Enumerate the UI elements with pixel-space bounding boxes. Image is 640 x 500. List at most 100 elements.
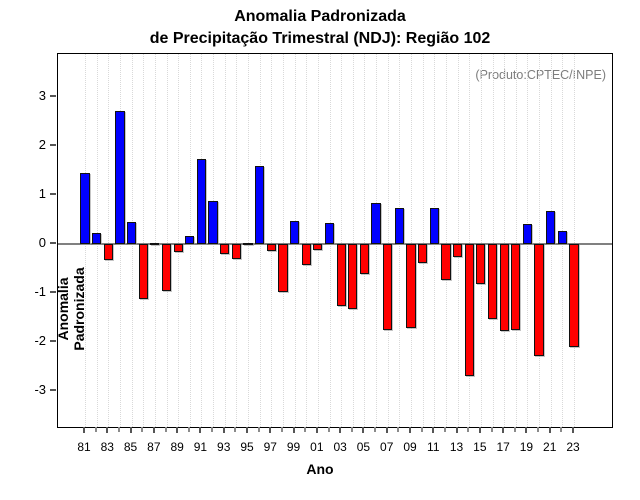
x-tick-label-19: 19 xyxy=(519,440,534,454)
x-tick-label-93: 93 xyxy=(217,440,231,454)
chart-title-line1: Anomalia Padronizada xyxy=(234,8,406,25)
gridline-14 xyxy=(469,54,471,427)
gridline-10 xyxy=(422,54,424,427)
gridline-15 xyxy=(480,54,482,427)
x-tick-14 xyxy=(467,427,470,432)
y-tick-0 xyxy=(50,242,56,244)
x-tick-09 xyxy=(409,427,411,433)
y-tick-label--1: -1 xyxy=(34,284,46,299)
gridline-18 xyxy=(515,54,517,427)
y-tick--3 xyxy=(50,389,56,391)
gridline-17 xyxy=(504,54,506,427)
gridline-12 xyxy=(445,54,447,427)
gridline-93 xyxy=(224,54,226,427)
x-tick-label-87: 87 xyxy=(147,440,161,454)
x-tick-94 xyxy=(234,427,237,432)
bar-95 xyxy=(243,243,253,245)
gridline-98 xyxy=(282,54,284,427)
x-tick-label-09: 09 xyxy=(403,440,417,454)
x-tick-label-91: 91 xyxy=(193,440,208,454)
bar-02 xyxy=(324,223,335,244)
source-annotation: (Produto:CPTEC/INPE) xyxy=(475,68,606,82)
x-tick-89 xyxy=(176,427,179,433)
x-tick-20 xyxy=(537,427,540,432)
gridline-16 xyxy=(492,54,494,427)
x-tick-91 xyxy=(199,427,202,433)
x-tick-05 xyxy=(362,427,365,433)
x-tick-04 xyxy=(350,427,353,432)
gridline-09 xyxy=(411,54,412,427)
gridline-00 xyxy=(306,54,308,427)
x-tick-83 xyxy=(106,427,109,433)
bar-92 xyxy=(208,200,218,244)
x-tick-label-17: 17 xyxy=(496,440,510,454)
x-tick-label-95: 95 xyxy=(240,440,254,454)
bar-10 xyxy=(418,244,428,263)
bar-11 xyxy=(429,207,439,244)
x-tick-label-07: 07 xyxy=(380,440,394,454)
bar-09 xyxy=(406,244,416,329)
gridline-01 xyxy=(317,54,319,427)
x-tick-95 xyxy=(246,427,248,433)
y-tick-2 xyxy=(50,144,56,146)
bar-17 xyxy=(499,244,509,332)
gridline-86 xyxy=(143,54,145,427)
x-tick-97 xyxy=(269,427,272,433)
x-tick-16 xyxy=(490,427,493,432)
bar-96 xyxy=(255,166,265,244)
x-tick-90 xyxy=(187,427,190,432)
y-tick-3 xyxy=(50,95,56,97)
bar-99 xyxy=(289,221,300,244)
x-tick-07 xyxy=(385,427,388,433)
y-tick-label-3: 3 xyxy=(38,88,46,103)
x-tick-label-23: 23 xyxy=(566,440,580,454)
y-tick-label--2: -2 xyxy=(34,333,46,348)
x-tick-19 xyxy=(525,427,528,433)
bar-08 xyxy=(394,207,404,244)
gridline-94 xyxy=(236,54,238,427)
bar-04 xyxy=(348,244,358,310)
x-tick-label-85: 85 xyxy=(123,440,138,454)
bar-81 xyxy=(80,172,90,244)
gridline-88 xyxy=(166,54,168,427)
bar-13 xyxy=(452,244,463,257)
bar-87 xyxy=(150,242,160,245)
y-tick-label-0: 0 xyxy=(38,235,46,250)
y-tick-label--3: -3 xyxy=(34,382,46,397)
bar-83 xyxy=(103,244,113,261)
bar-94 xyxy=(231,244,241,260)
x-tick-84 xyxy=(117,427,120,432)
y-tick--2 xyxy=(50,340,56,342)
y-tick--1 xyxy=(50,291,56,293)
x-tick-12 xyxy=(443,427,446,432)
bar-15 xyxy=(476,244,486,284)
x-tick-98 xyxy=(280,427,283,432)
gridline-03 xyxy=(341,54,343,427)
bar-84 xyxy=(115,110,125,244)
x-tick-18 xyxy=(513,427,516,432)
bar-07 xyxy=(383,244,393,331)
x-tick-11 xyxy=(432,427,435,433)
bar-20 xyxy=(534,244,544,357)
gridline-05 xyxy=(364,54,366,427)
bar-21 xyxy=(546,211,556,244)
x-tick-label-97: 97 xyxy=(263,440,277,454)
x-tick-label-05: 05 xyxy=(356,440,371,454)
x-tick-15 xyxy=(478,427,481,433)
x-tick-99 xyxy=(292,427,295,433)
gridline-89 xyxy=(178,54,180,427)
x-tick-13 xyxy=(455,427,458,433)
gridline-95 xyxy=(248,54,249,427)
bar-97 xyxy=(266,244,276,251)
x-tick-03 xyxy=(339,427,342,433)
x-tick-label-03: 03 xyxy=(333,440,347,454)
x-tick-label-21: 21 xyxy=(543,440,557,454)
bar-85 xyxy=(126,222,137,244)
x-axis-title: Ano xyxy=(306,461,334,477)
gridline-13 xyxy=(457,54,459,427)
gridline-04 xyxy=(352,54,354,427)
x-tick-87 xyxy=(152,427,155,433)
bar-06 xyxy=(371,202,381,244)
gridline-07 xyxy=(387,54,389,427)
x-tick-21 xyxy=(548,427,551,433)
